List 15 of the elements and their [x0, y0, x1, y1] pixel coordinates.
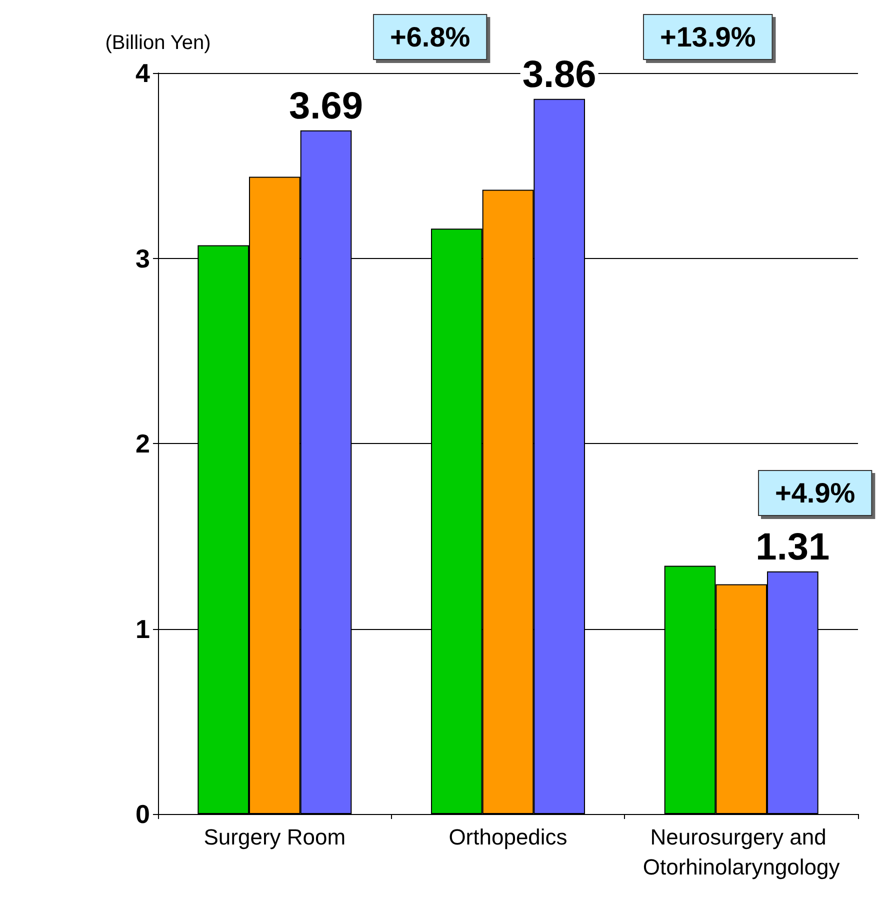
y-tick-label: 0	[136, 799, 150, 829]
x-tick-label: Surgery Room	[204, 824, 346, 850]
annotation: +4.9%	[775, 478, 856, 508]
data-label: 1.31	[756, 526, 830, 568]
text: +6.8%	[390, 22, 470, 52]
text: +13.9%	[660, 22, 756, 52]
data-label: 3.86	[522, 54, 596, 96]
x-tick-label: Orthopedics	[448, 824, 568, 850]
y-tick-label: 1	[136, 614, 150, 644]
y-axis-title: (Billion Yen)	[105, 32, 211, 54]
x-tick-label: Neurosurgery and Otorhinolaryngology	[642, 824, 840, 880]
y-tick-label: 4	[136, 58, 151, 88]
y-tick-label: 3	[136, 243, 150, 274]
y-tick-label: 2	[136, 428, 150, 458]
data-label: 3.69	[289, 85, 363, 128]
